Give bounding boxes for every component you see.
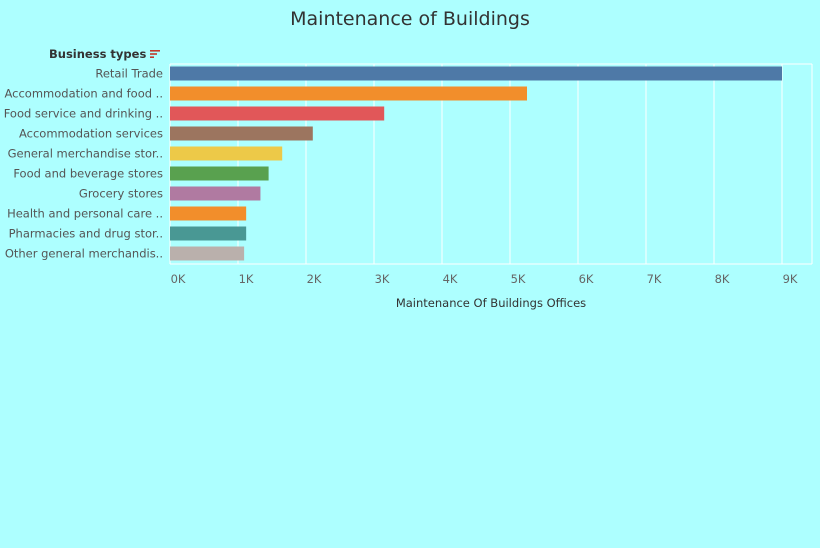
x-tick-label-1: 1K: [239, 272, 254, 286]
bar-5[interactable]: [170, 146, 283, 161]
x-tick-label-2: 2K: [307, 272, 322, 286]
category-label-5: General merchandise stor..: [8, 147, 163, 161]
bar-9[interactable]: [170, 226, 247, 241]
category-label-1: Retail Trade: [95, 67, 163, 81]
category-label-2: Accommodation and food ..: [5, 87, 164, 101]
category-label-9: Pharmacies and drug stor..: [9, 227, 163, 241]
bar-3[interactable]: [170, 106, 385, 121]
x-tick-label-8: 8K: [715, 272, 730, 286]
x-tick-label-4: 4K: [443, 272, 458, 286]
category-label-8: Health and personal care ..: [7, 207, 163, 221]
bar-4[interactable]: [170, 126, 313, 141]
x-tick-label-9: 9K: [783, 272, 798, 286]
category-label-6: Food and beverage stores: [13, 167, 163, 181]
bar-7[interactable]: [170, 186, 261, 201]
bar-1[interactable]: [170, 66, 782, 81]
category-label-10: Other general merchandis..: [5, 247, 163, 261]
x-tick-label-3: 3K: [375, 272, 390, 286]
sort-icon-line-1: [150, 50, 161, 52]
bar-10[interactable]: [170, 246, 245, 261]
category-label-3: Food service and drinking ..: [4, 107, 163, 121]
category-label-4: Accommodation services: [19, 127, 163, 141]
business-types-label: Business types: [49, 47, 147, 61]
bar-2[interactable]: [170, 86, 527, 101]
sort-icon-line-2: [150, 53, 158, 55]
chart-title: Maintenance of Buildings: [290, 8, 530, 30]
x-tick-label-5: 5K: [511, 272, 526, 286]
bar-6[interactable]: [170, 166, 269, 181]
category-label-7: Grocery stores: [79, 187, 163, 201]
x-tick-label-0: 0K: [171, 272, 186, 286]
x-tick-label-6: 6K: [579, 272, 594, 286]
business-types-header[interactable]: Business types: [49, 47, 161, 61]
sort-icon-line-3: [150, 56, 155, 58]
x-axis-title: Maintenance Of Buildings Offices: [396, 296, 586, 310]
sort-descending-icon[interactable]: [150, 49, 161, 59]
x-tick-label-7: 7K: [647, 272, 662, 286]
bar-8[interactable]: [170, 206, 247, 221]
